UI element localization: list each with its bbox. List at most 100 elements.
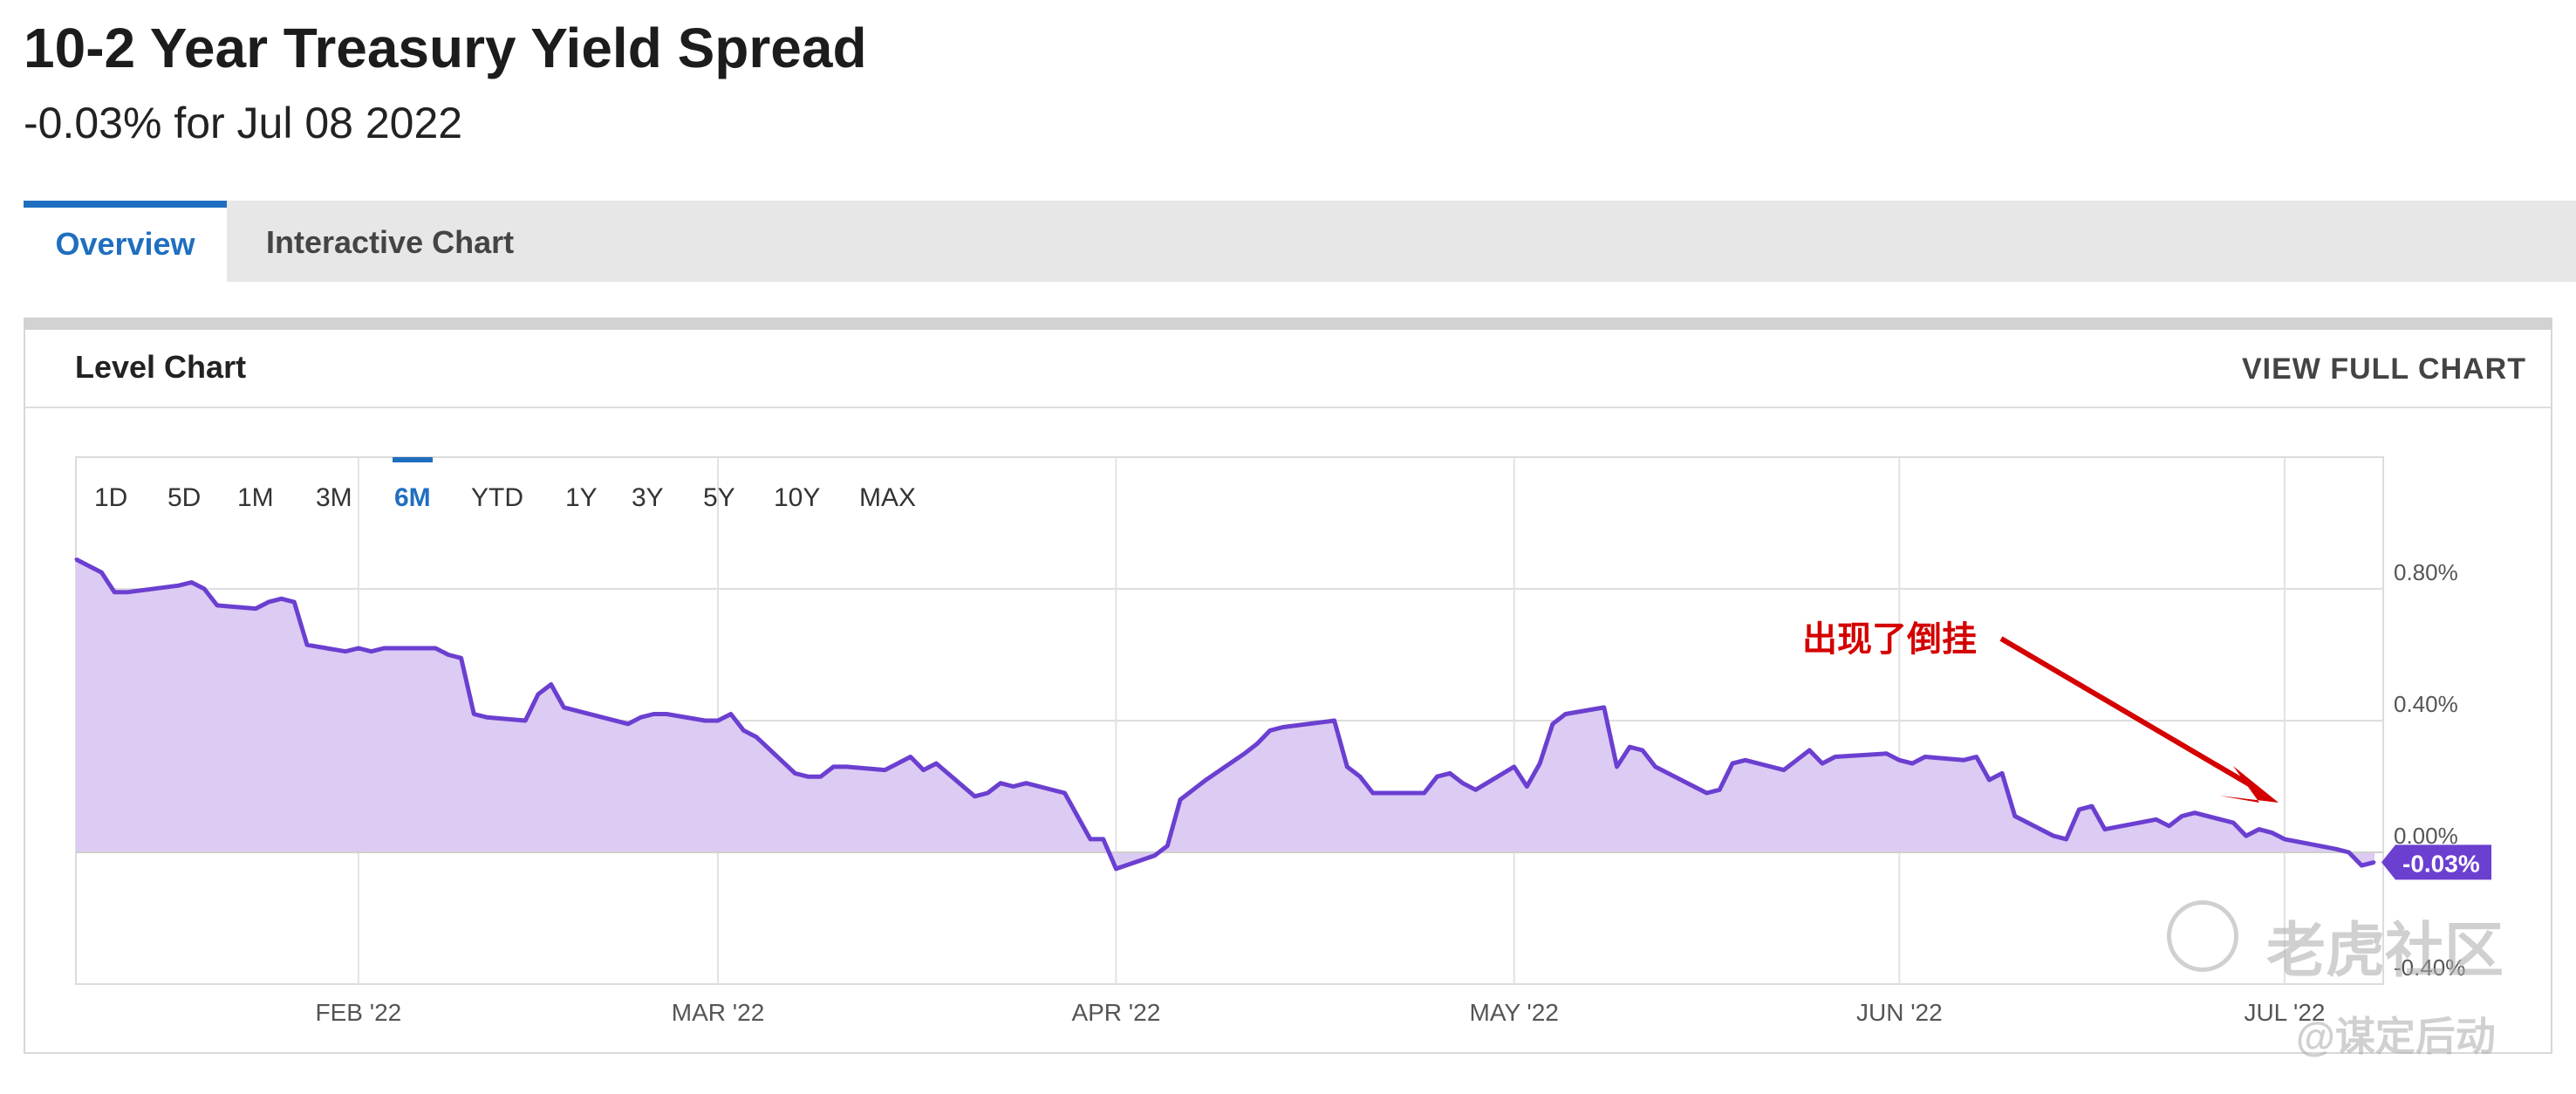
data-point <box>832 765 835 769</box>
data-point <box>1153 854 1156 858</box>
data-point <box>2347 851 2351 854</box>
data-point <box>1358 775 1362 778</box>
data-point <box>1024 782 1028 785</box>
data-point <box>1435 775 1438 778</box>
data-point <box>305 643 309 646</box>
data-point <box>485 715 489 719</box>
data-point <box>1910 762 1914 765</box>
range-button-3m[interactable]: 3M <box>316 483 352 512</box>
data-point <box>254 607 257 611</box>
last-value-label: -0.03% <box>2402 850 2480 877</box>
data-point <box>447 653 450 656</box>
data-point <box>2231 821 2235 824</box>
view-full-chart-link[interactable]: VIEW FULL CHART <box>2241 352 2526 386</box>
series-area <box>76 559 2374 869</box>
range-button-5y[interactable]: 5Y <box>703 483 735 512</box>
page-title: 10-2 Year Treasury Yield Spread <box>24 17 867 79</box>
data-point <box>460 656 463 660</box>
data-point <box>1564 713 1568 715</box>
data-point <box>896 762 899 765</box>
data-point <box>1525 785 1528 788</box>
data-point <box>2090 804 2094 808</box>
data-point <box>1821 762 1824 765</box>
last-value-badge <box>2381 844 2491 880</box>
range-button-ytd[interactable]: YTD <box>471 483 523 512</box>
data-point <box>280 597 283 600</box>
data-point <box>1987 778 1991 782</box>
range-button-1m[interactable]: 1M <box>237 483 274 512</box>
data-point <box>922 769 926 772</box>
data-point <box>1641 749 1644 752</box>
watermark-brand: 老虎社区 <box>2266 918 2504 984</box>
data-point <box>986 791 989 795</box>
data-point <box>2193 811 2197 815</box>
data-point <box>1345 765 1349 769</box>
data-point <box>652 713 655 715</box>
data-point <box>292 600 296 604</box>
data-point <box>1243 752 1247 756</box>
range-button-1y[interactable]: 1Y <box>565 483 598 512</box>
data-point <box>2270 831 2273 834</box>
x-tick-label: MAY '22 <box>1470 999 1559 1026</box>
data-point <box>2258 828 2260 831</box>
data-point <box>1102 838 1105 841</box>
data-point <box>1423 791 1426 795</box>
data-point <box>2245 834 2248 838</box>
data-point <box>934 762 938 765</box>
data-point <box>1538 762 1541 765</box>
card-header: Level Chart VIEW FULL CHART <box>25 330 2551 408</box>
data-point <box>1255 742 1259 745</box>
tiger-logo-icon <box>2167 900 2238 972</box>
data-point <box>190 581 193 584</box>
data-point <box>1795 758 1799 762</box>
data-point <box>267 600 270 604</box>
x-tick-label: JUN '22 <box>1856 999 1943 1026</box>
data-point <box>729 713 733 715</box>
range-button-5d[interactable]: 5D <box>167 483 201 512</box>
range-button-3y[interactable]: 3Y <box>632 483 664 512</box>
annotation-arrowhead <box>2219 766 2279 803</box>
tab-overview[interactable]: Overview <box>24 201 227 282</box>
annotation-arrow-shaft <box>1999 636 2252 788</box>
data-point <box>2180 815 2183 817</box>
range-button-max[interactable]: MAX <box>859 483 916 512</box>
data-point <box>703 719 707 722</box>
data-point <box>575 709 578 713</box>
data-point <box>99 571 103 574</box>
data-point <box>1897 758 1901 762</box>
data-point <box>883 769 886 772</box>
data-point <box>395 646 399 650</box>
data-point <box>626 722 630 726</box>
tab-interactive-chart[interactable]: Interactive Chart <box>266 224 515 260</box>
range-button-10y[interactable]: 10Y <box>774 483 820 512</box>
x-tick-label: FEB '22 <box>315 999 401 1026</box>
data-point <box>1807 749 1811 752</box>
data-point <box>742 728 745 732</box>
x-tick-label: APR '22 <box>1071 999 1160 1026</box>
data-point <box>1076 815 1079 817</box>
data-point <box>434 646 437 650</box>
data-point <box>357 646 360 650</box>
data-point <box>1962 758 1965 762</box>
data-point <box>819 775 823 778</box>
data-point <box>2065 838 2068 841</box>
y-tick-label: -0.40% <box>2394 954 2465 981</box>
data-point <box>973 795 976 798</box>
data-point <box>1448 771 1452 775</box>
data-point <box>550 683 553 686</box>
card-title: Level Chart <box>75 349 247 385</box>
data-point <box>1782 769 1786 772</box>
data-point <box>2373 860 2376 864</box>
data-point <box>1474 788 1478 791</box>
data-point <box>1179 798 1182 802</box>
data-point <box>1281 726 1285 728</box>
data-point <box>202 587 206 591</box>
current-value-subtitle: -0.03% for Jul 08 2022 <box>24 99 463 147</box>
data-point <box>344 650 347 653</box>
range-button-6m[interactable]: 6M <box>394 483 431 512</box>
data-point <box>1063 791 1066 795</box>
active-range-indicator <box>393 457 433 462</box>
data-point <box>1165 844 1169 847</box>
range-button-1d[interactable]: 1D <box>94 483 127 512</box>
data-point <box>716 719 720 722</box>
